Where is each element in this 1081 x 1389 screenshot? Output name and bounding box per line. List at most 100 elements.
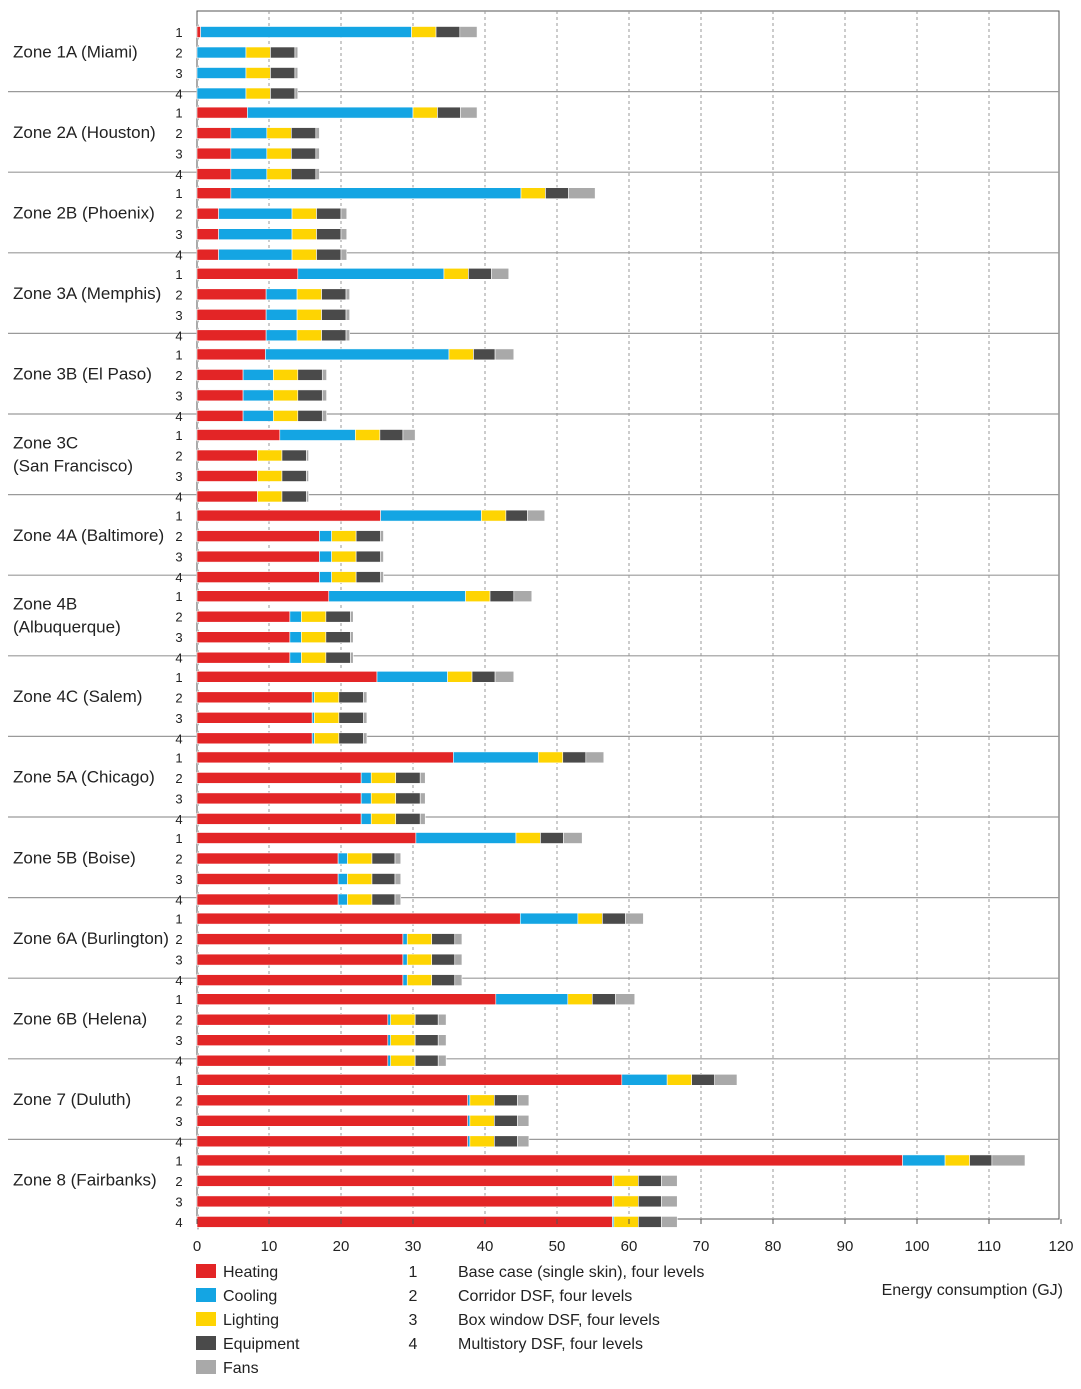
bar-segment-lighting — [406, 933, 433, 945]
case-number-label: 4 — [175, 167, 182, 182]
bar-segment-equipment — [325, 651, 351, 664]
case-number-label: 3 — [175, 1033, 182, 1048]
bar-segment-heating — [196, 1034, 389, 1046]
bar-segment-fans — [394, 873, 402, 885]
bar-segment-cooling — [415, 832, 517, 844]
bar-segment-cooling — [289, 651, 302, 664]
bar-segment-lighting — [370, 772, 397, 784]
case-number-label: 4 — [175, 1215, 182, 1230]
bar-segment-lighting — [390, 1034, 416, 1046]
bar-segment-equipment — [691, 1074, 715, 1086]
bar-segment-cooling — [196, 46, 247, 59]
case-number-label: 1 — [175, 750, 182, 765]
bar-segment-fans — [454, 933, 463, 945]
bar-segment-fans — [714, 1074, 738, 1086]
bar-segment-heating — [196, 993, 497, 1006]
bar-segment-lighting — [266, 168, 292, 180]
bar-segment-fans — [513, 590, 533, 603]
bar-segment-equipment — [562, 751, 587, 764]
zone-label: Zone 1A (Miami) — [13, 42, 138, 61]
case-number-label: 3 — [175, 308, 182, 323]
bar-segment-lighting — [469, 1115, 495, 1127]
bar-segment-heating — [196, 1013, 389, 1026]
case-number-label: 1 — [175, 347, 182, 362]
bar-segment-cooling — [265, 288, 298, 301]
bar-segment-cooling — [200, 26, 412, 38]
case-number-label: 3 — [175, 66, 182, 81]
bar-segment-lighting — [331, 571, 357, 583]
case-number-label: 1 — [175, 670, 182, 685]
bar-segment-lighting — [411, 26, 437, 38]
bar-segment-equipment — [371, 873, 396, 885]
x-tick-label: 20 — [333, 1238, 350, 1255]
bar-segment-heating — [196, 329, 267, 342]
bar-segment-heating — [196, 1154, 903, 1167]
bar-segment-fans — [563, 832, 583, 844]
bar-segment-equipment — [395, 792, 421, 805]
bar-segment-heating — [196, 1054, 389, 1067]
bar-segment-equipment — [591, 993, 616, 1006]
zone-label: Zone 2A (Houston) — [13, 123, 156, 142]
bar-segment-fans — [294, 67, 299, 79]
bar-segment-heating — [196, 550, 320, 563]
bar-segment-heating — [196, 389, 244, 402]
bar-segment-fans — [340, 248, 348, 261]
bar-segment-heating — [196, 369, 244, 381]
bar-segment-cooling — [242, 389, 274, 402]
bar-segment-fans — [585, 751, 605, 764]
bar-segment-lighting — [390, 1013, 416, 1026]
bar-segment-fans — [661, 1216, 678, 1228]
case-number-label: 2 — [175, 1013, 182, 1028]
bar-segment-fans — [350, 610, 354, 623]
case-number-label: 2 — [175, 126, 182, 141]
bar-segment-cooling — [218, 207, 293, 220]
bar-segment-heating — [196, 449, 258, 462]
bar-segment-equipment — [431, 933, 456, 945]
bar-segment-heating — [196, 26, 201, 38]
bar-segment-lighting — [257, 449, 283, 462]
bar-segment-lighting — [331, 530, 357, 542]
case-number-label: 4 — [175, 1054, 182, 1069]
bar-segment-cooling — [279, 429, 356, 441]
bar-segment-equipment — [414, 1054, 439, 1067]
bar-segment-equipment — [281, 470, 307, 482]
bar-segment-heating — [196, 571, 320, 583]
bar-segment-lighting — [273, 369, 299, 381]
bar-segment-fans — [350, 631, 354, 644]
zone-label: Zone 8 (Fairbanks) — [13, 1171, 157, 1190]
bar-segment-fans — [402, 429, 416, 441]
bar-segment-equipment — [371, 893, 396, 906]
bar-segment-equipment — [321, 329, 347, 342]
bar-segment-equipment — [321, 308, 347, 321]
bar-segment-cooling — [402, 953, 408, 966]
bar-segment-fans — [380, 571, 384, 583]
bar-segment-lighting — [469, 1094, 495, 1107]
case-number-label: 3 — [175, 469, 182, 484]
bar-segment-fans — [394, 852, 402, 865]
bar-segment-heating — [196, 670, 378, 683]
bar-segment-heating — [196, 288, 267, 301]
bar-segment-cooling — [519, 912, 579, 925]
bar-segment-fans — [294, 87, 299, 100]
zone-label: Zone 4A (Baltimore) — [13, 526, 164, 545]
x-tick-label: 70 — [693, 1238, 710, 1255]
case-legend-number: 1 — [409, 1264, 418, 1281]
bar-segment-cooling — [402, 974, 408, 986]
bar-segment-lighting — [469, 1135, 495, 1148]
bar-segment-cooling — [311, 691, 315, 704]
bar-segment-fans — [437, 1054, 447, 1067]
bar-segment-fans — [340, 207, 348, 220]
bar-segment-lighting — [257, 470, 283, 482]
bar-segment-heating — [196, 912, 521, 925]
case-number-label: 3 — [175, 630, 182, 645]
bar-segment-lighting — [245, 87, 271, 100]
case-number-label: 2 — [175, 207, 182, 222]
bar-segment-fans — [321, 389, 327, 402]
bar-segment-cooling — [337, 893, 348, 906]
case-number-label: 3 — [175, 550, 182, 565]
bar-segment-lighting — [577, 912, 603, 925]
bar-segment-fans — [380, 550, 384, 563]
bar-segment-lighting — [447, 670, 473, 683]
bar-segment-heating — [196, 772, 362, 784]
